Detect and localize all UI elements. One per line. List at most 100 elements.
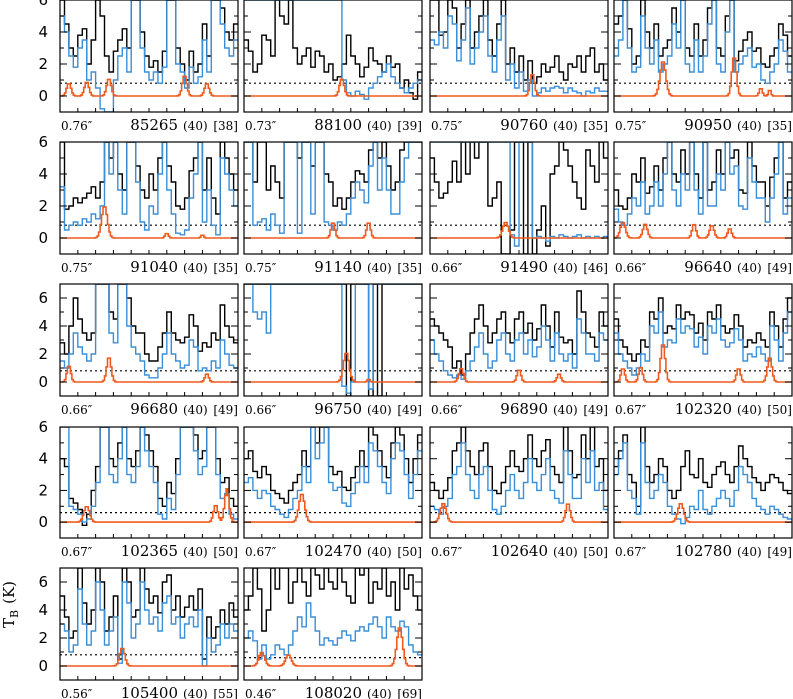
panel-91040: 0 2 4 6 0.75″ 91040 (40) [35] [38, 133, 239, 276]
molecule-model-spectrum [60, 647, 238, 667]
beam-size-label: 0.67″ [431, 545, 463, 559]
y-tick-label: 0 [38, 513, 48, 531]
channel-count-label: (40) [183, 687, 208, 699]
frequency-label: 108020 [305, 684, 362, 699]
frequency-label: 96680 [130, 400, 178, 418]
model-total-spectrum [244, 602, 422, 660]
plot-area [614, 297, 792, 383]
beam-size-label: 0.46″ [245, 687, 277, 699]
beam-size-label: 0.73″ [245, 119, 277, 133]
y-tick-label: 2 [38, 629, 48, 647]
frequency-label: 96640 [684, 258, 732, 276]
beam-size-label: 0.67″ [615, 545, 647, 559]
model-total-spectrum [430, 7, 608, 97]
panel-index-label: [50] [767, 403, 792, 417]
y-axis-label: TB (K) [0, 581, 21, 628]
beam-size-label: 0.75″ [615, 119, 647, 133]
frequency-label: 102320 [675, 400, 732, 418]
channel-count-label: (40) [737, 403, 762, 417]
y-tick-label: 6 [38, 573, 48, 591]
y-tick-label: 2 [38, 55, 48, 73]
observed-spectrum [244, 142, 422, 210]
panel-102470: 0.67″ 102470 (40) [50] [243, 426, 423, 560]
y-tick-label: 4 [38, 317, 48, 335]
beam-size-label: 0.66″ [431, 261, 463, 275]
plot-area [614, 0, 792, 97]
molecule-model-spectrum [614, 344, 792, 383]
channel-count-label: (40) [553, 403, 578, 417]
molecule-model-spectrum [244, 78, 422, 97]
channel-count-label: (40) [183, 545, 208, 559]
beam-size-label: 0.67″ [245, 545, 277, 559]
model-total-spectrum [244, 0, 422, 100]
beam-size-label: 0.66″ [61, 403, 93, 417]
beam-size-label: 0.76″ [61, 119, 93, 133]
spectra-panels: 0 2 4 6 0.76″ 85265 (40) [38] 0.73″ 88100 (40) [39]… [38, 0, 793, 699]
panel-index-label: [50] [583, 545, 608, 559]
molecule-model-spectrum [244, 627, 422, 667]
beam-size-label: 0.75″ [245, 261, 277, 275]
panel-91490: 0.66″ 91490 (40) [46] [429, 141, 609, 276]
channel-count-label: (40) [183, 261, 208, 275]
model-total-spectrum [614, 142, 792, 226]
molecule-model-spectrum [60, 75, 238, 97]
panel-index-label: [49] [583, 403, 608, 417]
model-total-spectrum [614, 442, 792, 525]
plot-area [614, 427, 792, 525]
panel-102320: 0.67″ 102320 (40) [50] [613, 283, 793, 418]
y-tick-label: 6 [38, 133, 48, 151]
plot-area [244, 427, 422, 523]
panel-88100: 0.73″ 88100 (40) [39] [243, 0, 423, 134]
frequency-label: 102365 [121, 542, 178, 560]
panel-90950: 0.75″ 90950 (40) [35] [613, 0, 793, 134]
channel-count-label: (40) [553, 119, 578, 133]
model-total-spectrum [244, 284, 422, 394]
molecule-model-spectrum [60, 357, 238, 383]
panel-index-label: [50] [213, 545, 238, 559]
frequency-label: 88100 [314, 116, 362, 134]
panel-index-label: [35] [767, 119, 792, 133]
frequency-label: 105400 [121, 684, 178, 699]
molecule-model-spectrum [244, 352, 422, 383]
observed-spectrum [60, 284, 238, 362]
observed-spectrum [430, 290, 608, 376]
plot-area [430, 290, 608, 383]
plot-area [60, 568, 238, 667]
frequency-label: 102640 [491, 542, 548, 560]
channel-count-label: (40) [553, 545, 578, 559]
observed-spectrum [430, 0, 608, 84]
y-tick-label: 0 [38, 87, 48, 105]
beam-size-label: 0.75″ [431, 119, 463, 133]
observed-spectrum [430, 427, 608, 500]
channel-count-label: (40) [183, 119, 208, 133]
channel-count-label: (40) [737, 545, 762, 559]
panel-105400: 0 2 4 6 0.56″ 105400 (40) [55] [38, 567, 239, 699]
observed-spectrum [430, 142, 608, 254]
panel-96680: 0 2 4 6 0.66″ 96680 (40) [49] [38, 283, 239, 418]
molecule-model-spectrum [430, 368, 608, 383]
model-total-spectrum [60, 581, 238, 667]
y-tick-label: 2 [38, 481, 48, 499]
observed-spectrum [244, 0, 422, 100]
model-total-spectrum [430, 318, 608, 380]
panel-index-label: [35] [583, 119, 608, 133]
observed-spectrum [614, 297, 792, 362]
y-tick-label: 4 [38, 23, 48, 41]
panel-90760: 0.75″ 90760 (40) [35] [429, 0, 609, 134]
beam-size-label: 0.66″ [245, 403, 277, 417]
observed-spectrum [614, 0, 792, 68]
beam-size-label: 0.56″ [61, 687, 93, 699]
model-total-spectrum [60, 284, 238, 379]
observed-spectrum [60, 568, 238, 660]
plot-area [430, 142, 608, 254]
observed-spectrum [614, 427, 792, 507]
frequency-label: 102780 [675, 542, 732, 560]
y-tick-label: 6 [38, 418, 48, 436]
frequency-label: 90950 [684, 116, 732, 134]
channel-count-label: (40) [737, 261, 762, 275]
channel-count-label: (40) [737, 119, 762, 133]
y-tick-label: 4 [38, 450, 48, 468]
panel-index-label: [38] [213, 119, 238, 133]
y-tick-label: 0 [38, 373, 48, 391]
